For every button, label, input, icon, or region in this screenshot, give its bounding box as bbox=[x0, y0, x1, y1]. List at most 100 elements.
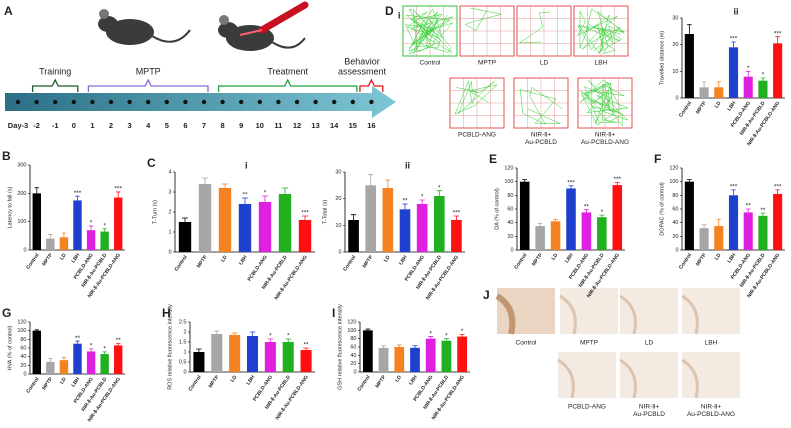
error-bar bbox=[701, 81, 707, 88]
significance: ** bbox=[116, 337, 122, 344]
significance: ** bbox=[760, 207, 766, 214]
significance: * bbox=[429, 330, 432, 337]
significance: ** bbox=[242, 192, 248, 199]
error-bar bbox=[231, 332, 238, 335]
y-tick-label: 10 bbox=[335, 223, 341, 229]
day-label: 7 bbox=[202, 121, 206, 130]
track-label: Control bbox=[420, 60, 442, 67]
significance: *** bbox=[74, 190, 82, 197]
x-tick-label: LD bbox=[714, 252, 723, 261]
significance: *** bbox=[774, 184, 782, 191]
x-tick-label: Control bbox=[188, 374, 203, 393]
bar bbox=[441, 340, 452, 372]
x-tick-label: LD bbox=[220, 254, 229, 263]
timeline-art bbox=[5, 1, 396, 118]
bar bbox=[451, 220, 462, 252]
error-bar bbox=[716, 81, 722, 88]
bar bbox=[535, 226, 545, 250]
section-label: MPTP bbox=[580, 340, 598, 347]
day-label: 3 bbox=[128, 121, 132, 130]
bar bbox=[32, 330, 41, 374]
error-bar bbox=[116, 342, 121, 346]
error-bar bbox=[453, 215, 460, 220]
x-tick-label: MPTP bbox=[374, 374, 387, 389]
error-bar bbox=[181, 217, 189, 222]
bar bbox=[728, 195, 739, 250]
x-tick-label: Control bbox=[25, 252, 40, 271]
x-tick-label: LBH bbox=[70, 252, 81, 264]
phase-brace bbox=[217, 78, 358, 92]
day-dot bbox=[108, 99, 114, 105]
day-dot bbox=[332, 99, 337, 105]
bar bbox=[612, 185, 623, 250]
panel-label: H bbox=[162, 306, 171, 320]
x-tick-label: LBH bbox=[398, 254, 409, 266]
laser-icon bbox=[239, 1, 309, 36]
day-dot bbox=[164, 99, 169, 105]
bar bbox=[566, 188, 576, 250]
bar bbox=[773, 43, 783, 98]
bar bbox=[348, 220, 359, 252]
error-bar bbox=[428, 336, 434, 339]
bar bbox=[581, 212, 592, 250]
error-bar bbox=[350, 214, 357, 220]
y-tick-label: 20 bbox=[20, 363, 26, 369]
x-tick-label: NIR-Ⅱ-Au-PCBLD bbox=[738, 252, 767, 289]
error-bar bbox=[368, 174, 374, 186]
bar bbox=[46, 238, 55, 250]
day-label: 8 bbox=[221, 121, 225, 130]
track-path bbox=[404, 8, 454, 54]
error-bar bbox=[522, 179, 528, 182]
significance: *** bbox=[114, 186, 122, 193]
bar bbox=[238, 204, 252, 252]
x-tick-label: NIR-Ⅱ-Au-PCBLD-ANG bbox=[274, 374, 310, 421]
error-bar bbox=[396, 344, 402, 347]
error-bar bbox=[745, 208, 751, 213]
bar bbox=[758, 80, 768, 98]
panel-label: B bbox=[2, 149, 11, 163]
day-label: 4 bbox=[146, 121, 151, 130]
track-label: LBH bbox=[595, 60, 608, 67]
panel-label: E bbox=[489, 152, 497, 166]
error-bar bbox=[88, 348, 94, 352]
day-label: 13 bbox=[311, 121, 319, 130]
y-tick-label: 100 bbox=[17, 219, 26, 225]
phase-label: Treatment bbox=[267, 66, 308, 76]
x-tick-label: NIR-Ⅱ-Au-PCBLD bbox=[738, 100, 767, 137]
error-bar bbox=[419, 199, 425, 204]
error-bar bbox=[285, 338, 291, 342]
track-path bbox=[464, 7, 502, 31]
mouse-icon bbox=[98, 9, 191, 45]
day-label: 1 bbox=[90, 121, 94, 130]
significance: * bbox=[269, 333, 272, 340]
bar bbox=[73, 343, 82, 374]
bar bbox=[519, 181, 530, 250]
x-tick-label: MPTP bbox=[41, 376, 54, 391]
error-bar bbox=[75, 195, 80, 201]
section-image bbox=[497, 288, 555, 334]
error-bar bbox=[88, 225, 94, 231]
track-label: MPTP bbox=[478, 60, 496, 67]
significance: ** bbox=[746, 203, 752, 210]
bar bbox=[59, 237, 69, 250]
section-image bbox=[620, 352, 678, 398]
x-tick-label: LD bbox=[230, 374, 239, 383]
y-axis-label: DA (% of control) bbox=[494, 188, 500, 230]
y-axis-label: T-Total (s) bbox=[322, 200, 328, 225]
bar bbox=[758, 215, 768, 250]
bar bbox=[684, 181, 694, 250]
day-dot bbox=[369, 99, 374, 105]
phase-label: MPTP bbox=[136, 66, 161, 76]
y-tick-label: 40 bbox=[20, 354, 26, 360]
y-tick-label: 0 bbox=[23, 247, 26, 253]
y-tick-label: 10 bbox=[672, 69, 678, 75]
day-dot bbox=[53, 99, 58, 105]
x-tick-label: LBH bbox=[726, 100, 737, 112]
significance: * bbox=[461, 328, 464, 335]
x-tick-label: MPTP bbox=[208, 374, 221, 389]
day-dot bbox=[15, 99, 21, 105]
y-tick-label: 0 bbox=[338, 249, 341, 255]
track-label: LD bbox=[540, 60, 549, 67]
x-tick-label: MPTP bbox=[41, 252, 54, 267]
bar bbox=[218, 188, 232, 252]
